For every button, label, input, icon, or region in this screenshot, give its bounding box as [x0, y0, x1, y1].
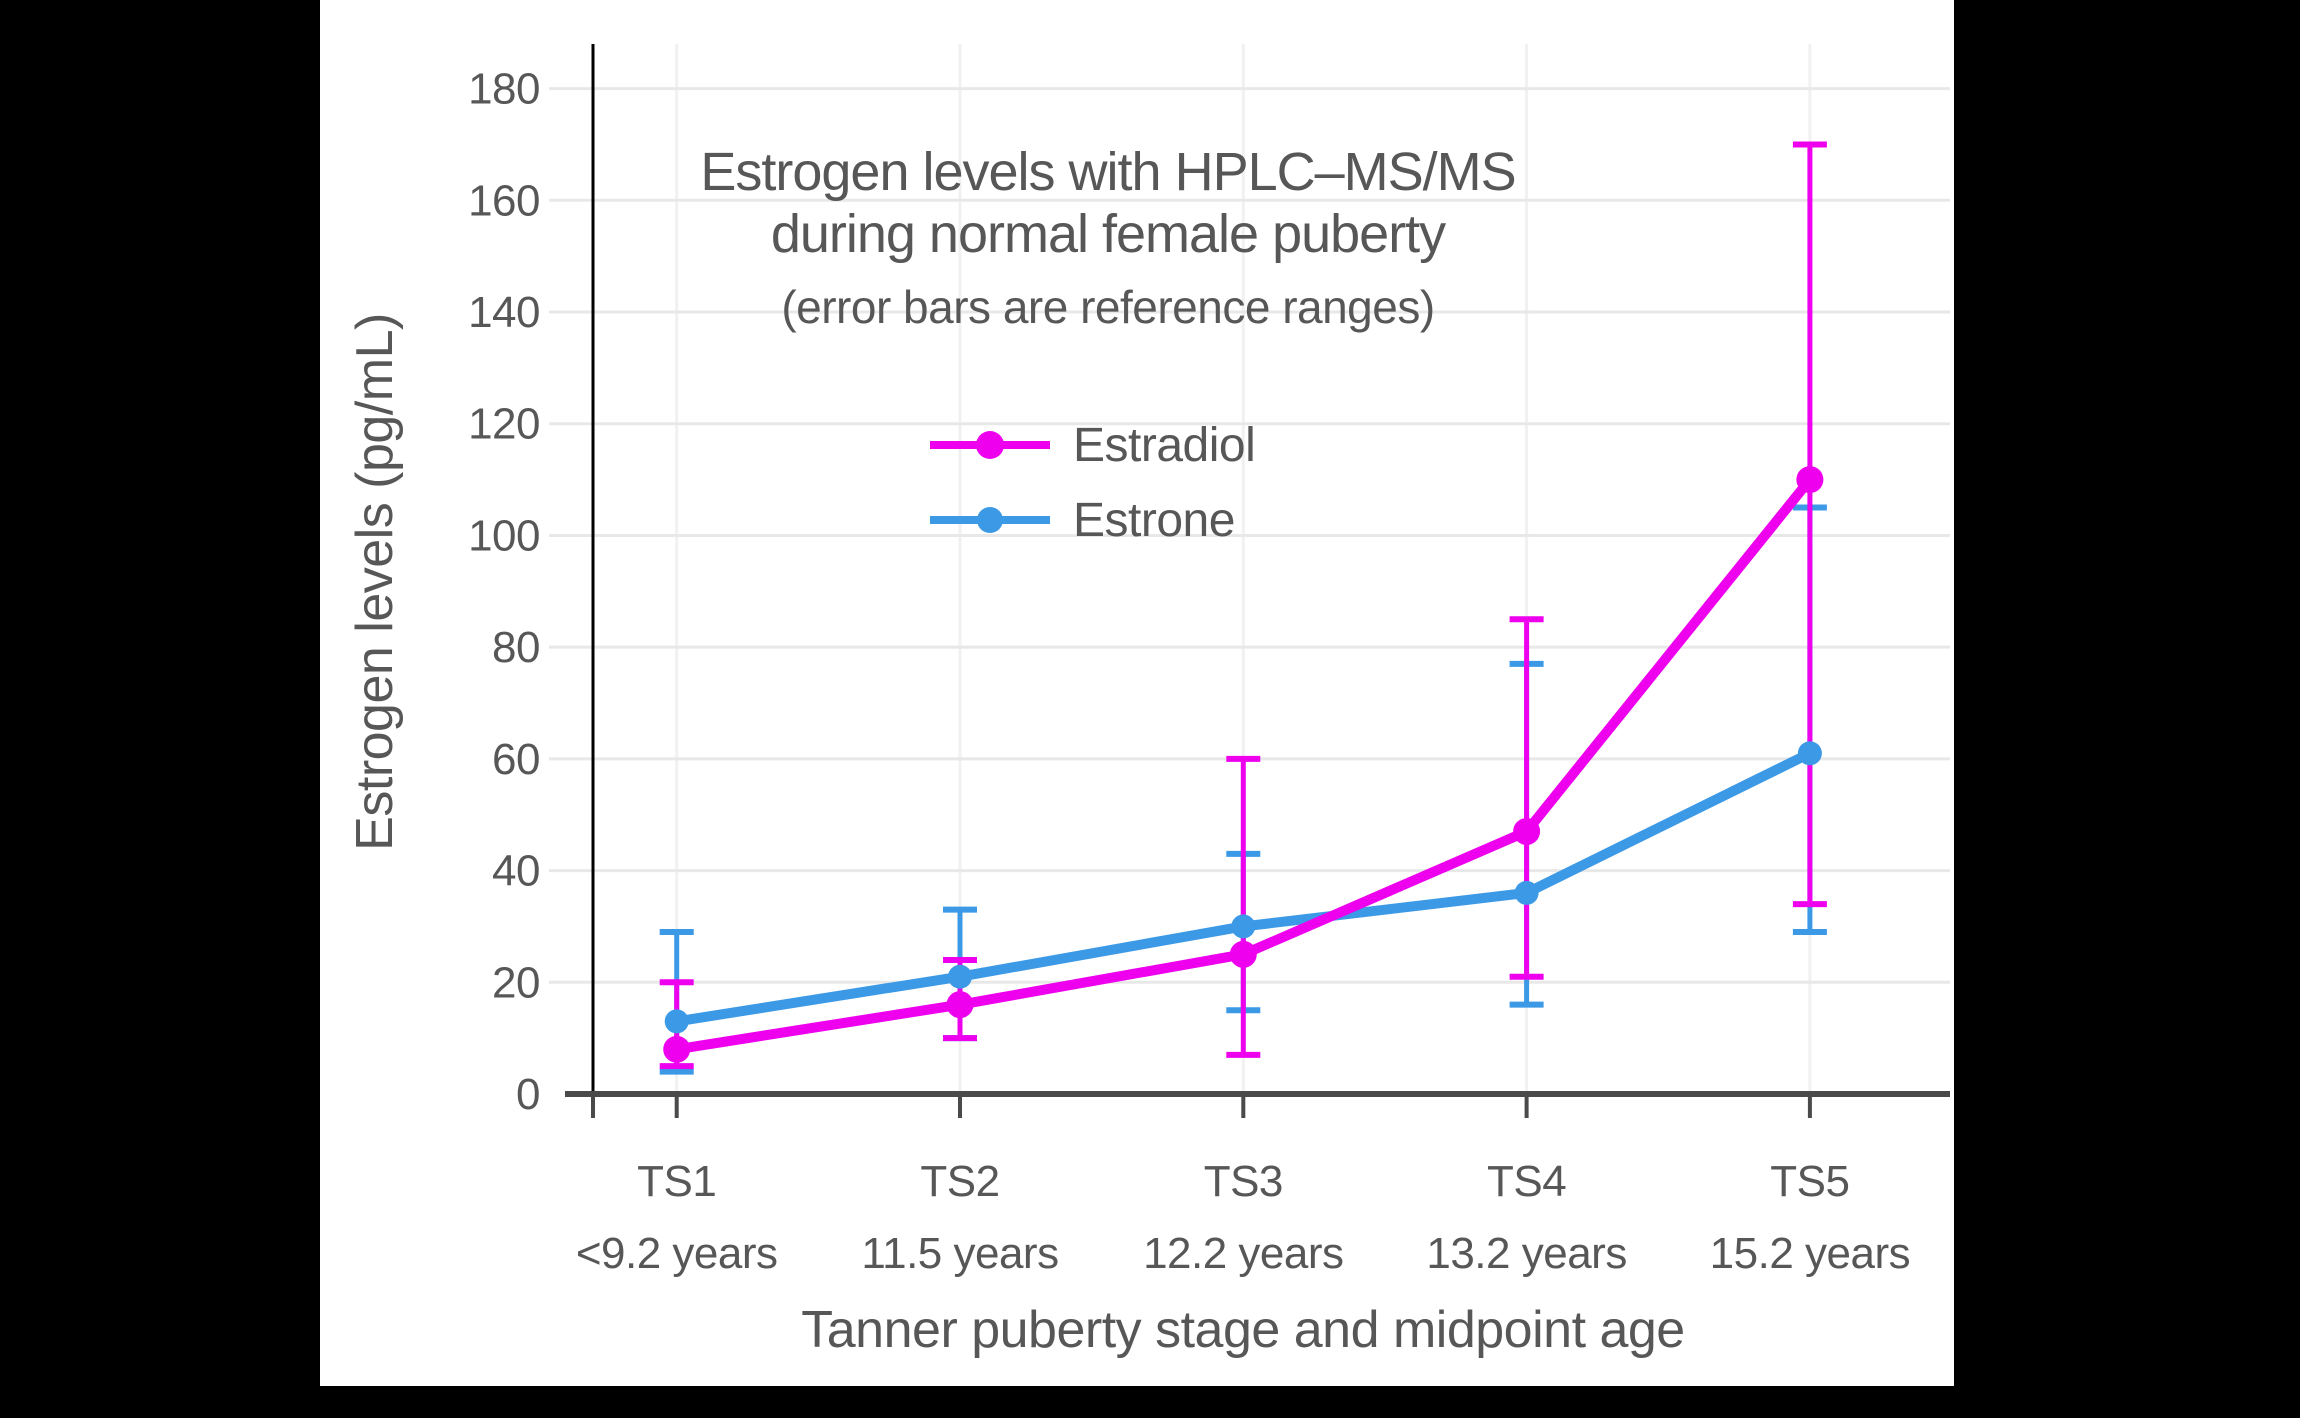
data-point-estradiol: [1796, 466, 1824, 494]
x-stage-label: TS2: [920, 1157, 999, 1206]
y-tick-label: 160: [468, 176, 540, 225]
data-point-estradiol: [946, 991, 974, 1019]
data-point-estradiol: [1229, 940, 1257, 968]
data-point-estrone: [948, 964, 972, 989]
x-stage-label: TS3: [1204, 1157, 1283, 1206]
y-axis-title: Estrogen levels (pg/mL): [346, 313, 404, 851]
y-tick-label: 140: [468, 288, 540, 337]
data-point-estradiol: [1513, 817, 1541, 845]
x-category-labels: TS1 TS2 TS3 TS4 TS5 <9.2 years 11.5 years 12.2 …: [576, 1157, 1911, 1278]
x-axis-ticks: [591, 1094, 1812, 1118]
y-tick-label: 40: [492, 847, 540, 896]
legend: Estradiol Estrone: [930, 419, 1256, 547]
x-age-label: 11.5 years: [861, 1229, 1058, 1278]
data-point-estrone: [1797, 741, 1822, 766]
x-age-label: 13.2 years: [1426, 1229, 1626, 1278]
legend-label-estrone: Estrone: [1073, 494, 1235, 547]
y-tick-label: 100: [468, 511, 540, 560]
y-tick-label: 0: [516, 1070, 540, 1119]
chart-title-line1: Estrogen levels with HPLC–MS/MS: [700, 142, 1515, 202]
data-point-estrone: [664, 1009, 689, 1034]
x-stage-label: TS1: [637, 1157, 716, 1206]
y-tick-label: 80: [492, 623, 540, 672]
data-point-estradiol: [663, 1035, 691, 1063]
legend-label-estradiol: Estradiol: [1073, 419, 1255, 472]
chart-title-line2: during normal female puberty: [771, 204, 1446, 264]
x-age-label: <9.2 years: [576, 1229, 778, 1278]
data-point-estrone: [1514, 880, 1539, 905]
legend-item-estrone: Estrone: [930, 494, 1235, 547]
x-age-label: 12.2 years: [1143, 1229, 1343, 1278]
estradiol-legend-dot: [976, 431, 1004, 459]
estrone-legend-dot: [977, 507, 1003, 533]
y-tick-label: 20: [492, 958, 540, 1007]
y-tick-label: 120: [468, 400, 540, 449]
x-stage-label: TS4: [1487, 1157, 1566, 1206]
data-series-layer: [659, 141, 1827, 1075]
legend-item-estradiol: Estradiol: [930, 419, 1256, 472]
x-axis-title: Tanner puberty stage and midpoint age: [801, 1301, 1684, 1359]
y-tick-label: 180: [468, 65, 540, 114]
x-stage-label: TS5: [1770, 1157, 1849, 1206]
y-tick-labels: 0 20 40 60 80 100 120 140 160 180: [468, 65, 540, 1119]
data-point-estrone: [1231, 914, 1256, 939]
chart-subtitle: (error bars are reference ranges): [781, 281, 1434, 333]
x-age-label: 15.2 years: [1710, 1229, 1910, 1278]
y-tick-label: 60: [492, 735, 540, 784]
